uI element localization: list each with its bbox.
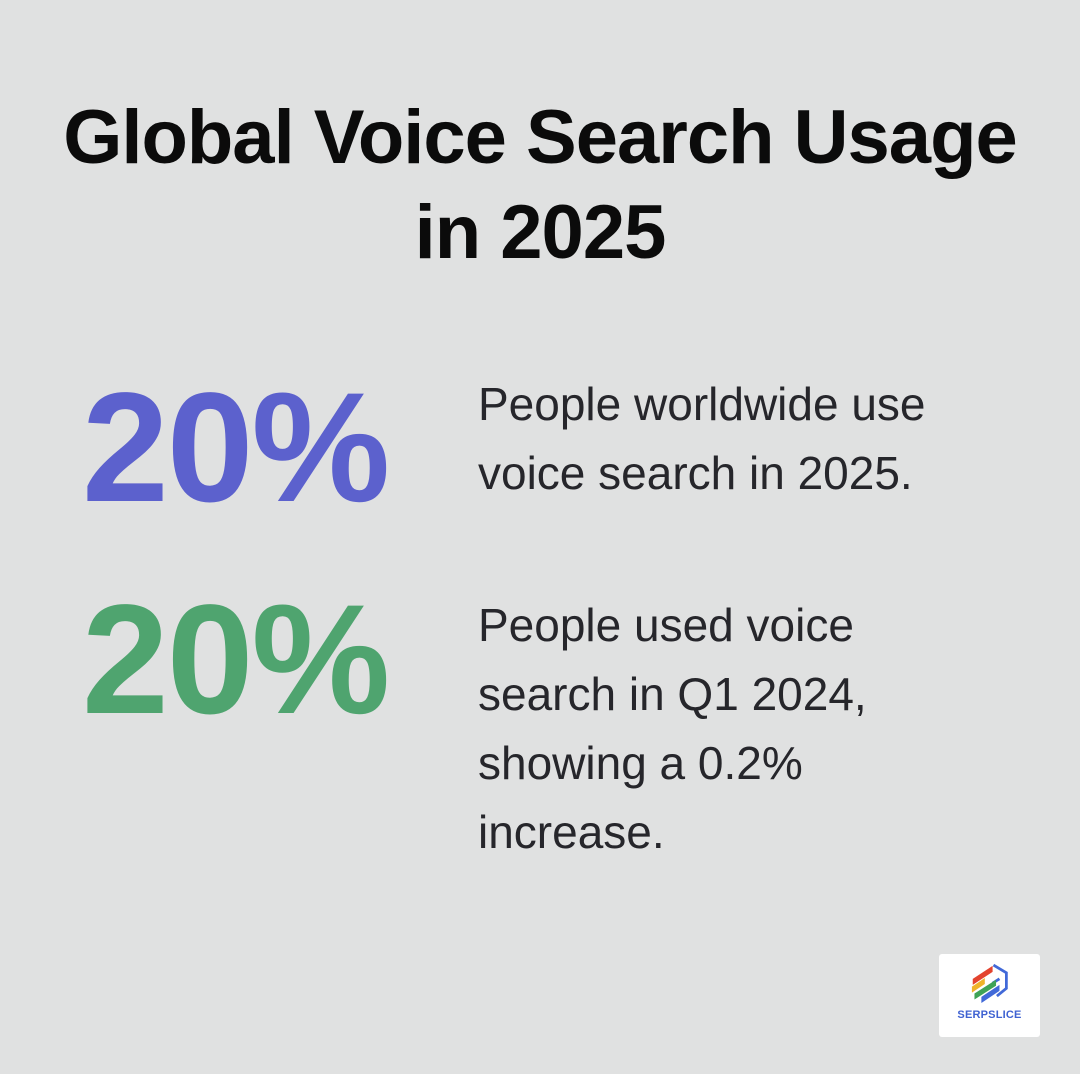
logo-outline-stroke: [992, 963, 1008, 998]
page-title: Global Voice Search Usage in 2025: [0, 90, 1080, 280]
stat-description-q1-2024: People used voice search in Q1 2024, sho…: [478, 599, 867, 858]
brand-logo-card: SERPSLICE: [939, 954, 1040, 1037]
serpslice-hexagon-logo-icon: [971, 963, 1008, 1003]
stat-value-worldwide-2025: 20%: [82, 361, 390, 535]
page-title-line-2: in 2025: [414, 190, 667, 275]
page-title-line-1: Global Voice Search Usage: [63, 95, 1018, 180]
logo-stripe-red: [972, 965, 993, 985]
logo-stripe-green: [973, 979, 996, 1000]
stat-description-worldwide-2025: People worldwide use voice search in 202…: [478, 378, 926, 499]
brand-name-text: SERPSLICE: [957, 1009, 1022, 1021]
logo-stripe-yellow: [971, 977, 985, 993]
stat-value-q1-2024: 20%: [82, 573, 390, 747]
logo-stripe-blue: [980, 984, 999, 1003]
